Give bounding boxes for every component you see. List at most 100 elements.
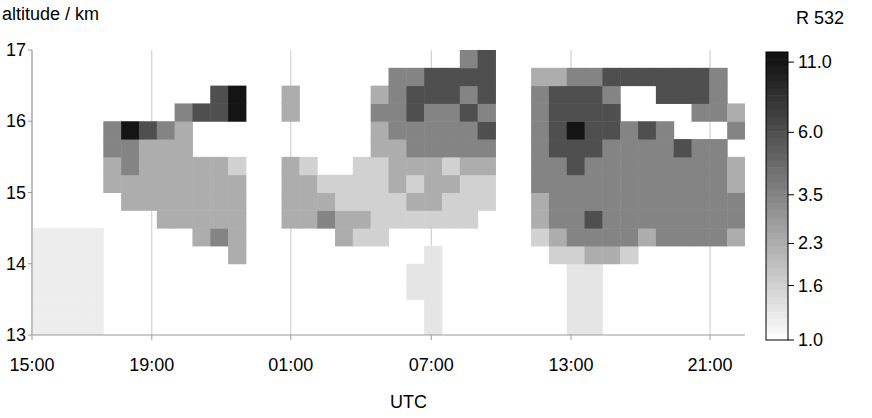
cell [531,210,549,228]
cell [478,103,496,121]
cell [353,175,371,193]
cell [103,121,121,139]
cell [460,50,478,68]
cell [353,193,371,211]
cell [389,175,407,193]
colorbar-tick [788,132,794,133]
cell [478,175,496,193]
colorbar-step [766,210,788,218]
cell [210,175,228,193]
cell [656,175,674,193]
cell [175,121,193,139]
x-tick [290,335,291,340]
cell [371,193,389,211]
colorbar-tick [788,285,794,286]
cell [531,86,549,104]
colorbar-step [766,225,788,233]
cell [335,193,353,211]
cell [139,193,157,211]
cell [299,175,317,193]
colorbar-step [766,311,788,319]
cell [210,86,228,104]
cell [674,193,692,211]
cell [317,193,335,211]
cell [228,157,246,175]
cell [478,68,496,86]
cell [620,139,638,157]
cell [638,139,656,157]
cell [531,157,549,175]
cell [32,228,50,246]
cell [85,264,103,282]
colorbar-step [766,218,788,226]
cell [620,210,638,228]
cell [567,175,585,193]
cell [424,210,442,228]
cell [567,264,585,282]
cell [282,193,300,211]
cell [602,68,620,86]
cell [549,68,567,86]
cell [442,139,460,157]
cell [478,157,496,175]
colorbar-step [766,102,788,110]
cell [424,139,442,157]
cell [442,210,460,228]
cell [549,86,567,104]
cell [602,139,620,157]
cell [353,228,371,246]
cell [157,175,175,193]
colorbar-step [766,275,788,283]
cell [121,157,139,175]
cell [602,175,620,193]
cell [709,228,727,246]
colorbar-tick-label: 6.0 [798,122,823,142]
cell [228,228,246,246]
cell [460,157,478,175]
cell [50,299,68,317]
cell [531,103,549,121]
cell [228,175,246,193]
cell [638,68,656,86]
cell [210,103,228,121]
cell [282,86,300,104]
colorbar-tick-label: 3.5 [798,185,823,205]
cell [585,139,603,157]
cell [335,228,353,246]
cell [192,193,210,211]
cell [389,103,407,121]
x-tick-label: 13:00 [549,355,594,375]
y-tick [28,192,32,193]
cell [602,246,620,264]
cell [727,228,745,246]
cell [692,175,710,193]
cell [727,193,745,211]
cell [175,210,193,228]
y-tick [28,121,32,122]
cell [460,86,478,104]
cell [389,121,407,139]
cell [139,121,157,139]
y-tick [28,335,32,336]
cell [85,246,103,264]
x-tick-label: 19:00 [129,355,174,375]
cell [371,210,389,228]
colorbar-step [766,297,788,305]
cell [709,210,727,228]
cells [32,50,745,335]
cell [50,246,68,264]
x-tick [571,335,572,340]
cell [567,282,585,300]
cell [424,175,442,193]
cell [68,299,86,317]
colorbar-tick [788,243,794,244]
cell [567,228,585,246]
cell [32,264,50,282]
cell [674,175,692,193]
cell [674,210,692,228]
cell [567,121,585,139]
colorbar-step [766,261,788,269]
cell [406,210,424,228]
cell [371,139,389,157]
cell [460,103,478,121]
